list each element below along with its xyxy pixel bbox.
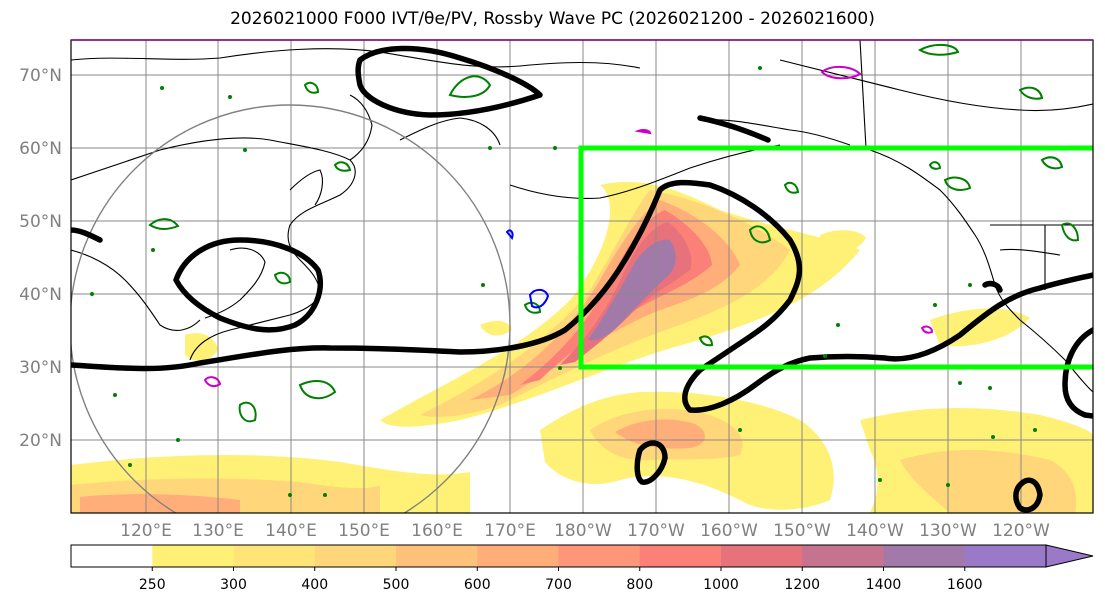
lon-label: 170°W (627, 521, 685, 541)
lat-label: 20°N (19, 431, 62, 451)
lon-label: 120°E (120, 521, 172, 541)
colorbar-label: 700 (545, 577, 572, 593)
lon-label: 160°E (411, 521, 463, 541)
colorbar-swatch (721, 545, 803, 567)
colorbar-label: 1000 (703, 577, 739, 593)
colorbar-label: 250 (139, 577, 166, 593)
colorbar-swatch (152, 545, 234, 567)
colorbar: 250 300 400 500 600 700 800 1000 1200 1400 1600 (70, 544, 1094, 593)
colorbar-swatch (558, 545, 641, 567)
colorbar-label: 500 (383, 577, 410, 593)
reference-circle (71, 104, 511, 513)
colorbar-swatch (802, 545, 884, 567)
lat-label: 60°N (19, 139, 62, 159)
colorbar-label: 800 (626, 577, 653, 593)
lon-label: 130°W (919, 521, 977, 541)
lat-label: 40°N (19, 285, 62, 305)
lon-label: 120°W (992, 521, 1050, 541)
lon-labels: 120°E 130°E 140°E 150°E 160°E 170°E 180°… (120, 521, 1050, 541)
lat-labels: 70°N 60°N 50°N 40°N 30°N 20°N (19, 66, 62, 451)
colorbar-label: 400 (301, 577, 328, 593)
colorbar-swatch (964, 545, 1047, 567)
colorbar-label: 1200 (784, 577, 820, 593)
colorbar-swatch (477, 545, 559, 567)
lat-label: 50°N (19, 212, 62, 232)
rossby-wave-box (578, 145, 1093, 370)
colorbar-swatch (233, 545, 316, 567)
magenta-contours (203, 66, 934, 388)
lon-label: 180°W (554, 521, 612, 541)
colorbar-label: 1600 (947, 577, 983, 593)
colorbar-swatch (883, 545, 966, 567)
colorbar-swatch (396, 545, 478, 567)
colorbar-label: 600 (464, 577, 491, 593)
colorbar-swatch (639, 545, 722, 567)
colorbar-swatch (71, 545, 153, 567)
lat-label: 70°N (19, 66, 62, 86)
ivt-shading (71, 181, 1093, 513)
graticule (71, 40, 1093, 513)
lon-label: 140°W (846, 521, 904, 541)
blue-contours (505, 229, 550, 309)
map-plot (71, 40, 1093, 513)
colorbar-swatch (314, 545, 397, 567)
lon-label: 150°W (773, 521, 831, 541)
figure-title: 2026021000 F000 IVT/θe/PV, Rossby Wave P… (230, 9, 875, 29)
pv-contours (71, 45, 1093, 513)
lon-label: 160°W (700, 521, 758, 541)
lon-label: 150°E (338, 521, 390, 541)
colorbar-label: 300 (220, 577, 247, 593)
lon-label: 170°E (484, 521, 536, 541)
lat-label: 30°N (19, 358, 62, 378)
lon-label: 140°E (265, 521, 317, 541)
colorbar-label: 1400 (866, 577, 902, 593)
lon-label: 130°E (192, 521, 244, 541)
small-contours (90, 66, 1037, 497)
